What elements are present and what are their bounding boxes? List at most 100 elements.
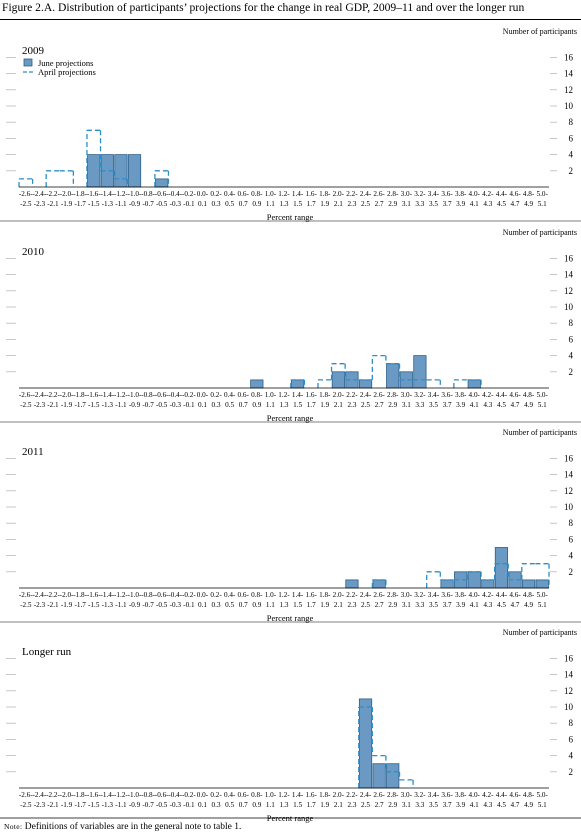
x-tick-label-bottom: -0.9 <box>129 601 141 609</box>
x-tick-label-bottom: 4.9 <box>524 200 533 208</box>
x-tick-label-top: 2.8- <box>387 391 399 399</box>
x-tick-label-bottom: 5.1 <box>538 200 547 208</box>
x-tick-label-top: 3.2- <box>414 791 426 799</box>
x-tick-label-bottom: 4.9 <box>524 801 533 809</box>
y-tick-label: 6 <box>569 734 574 744</box>
x-tick-label-bottom: 4.9 <box>524 601 533 609</box>
x-tick-label-bottom: 3.1 <box>402 200 411 208</box>
y-tick-label: 4 <box>569 551 574 561</box>
y-tick-label: 6 <box>569 133 574 143</box>
june-bar <box>155 178 169 188</box>
june-bar <box>87 154 101 188</box>
x-tick-label-top: 3.8- <box>455 591 467 599</box>
x-tick-label-top: 1.8- <box>319 791 331 799</box>
panel-title: 2011 <box>22 446 44 458</box>
x-tick-label-top: 4.8- <box>523 791 535 799</box>
x-tick-label-bottom: -0.7 <box>142 601 154 609</box>
y-tick-label: 12 <box>564 286 573 296</box>
x-tick-label-bottom: 2.7 <box>375 200 384 208</box>
june-bar <box>358 698 373 789</box>
x-tick-label-top: -1.0- <box>128 391 142 399</box>
x-tick-label-top: 2.8- <box>387 591 399 599</box>
x-tick-label-bottom: 3.7 <box>443 801 452 809</box>
x-tick-label-bottom: 4.3 <box>483 401 492 409</box>
x-tick-label-bottom: -0.7 <box>142 401 154 409</box>
x-tick-label-bottom: 4.7 <box>511 401 520 409</box>
x-tick-label-top: -1.6- <box>87 791 101 799</box>
y-tick-label: 2 <box>569 567 574 577</box>
june-bar <box>358 379 373 389</box>
y-tick-label: 4 <box>569 150 574 160</box>
x-tick-label-top: 0.4- <box>224 190 236 198</box>
x-tick-label-top: -0.6- <box>155 791 169 799</box>
x-tick-label-bottom: 2.5 <box>361 200 370 208</box>
x-tick-label-bottom: -1.3 <box>102 401 114 409</box>
x-tick-label-top: -2.6- <box>19 391 33 399</box>
x-tick-label-bottom: 1.1 <box>266 200 275 208</box>
x-tick-label-top: 1.0- <box>265 190 277 198</box>
x-tick-label-bottom: 4.9 <box>524 401 533 409</box>
april-outline <box>358 706 414 788</box>
x-axis-title: Percent range <box>267 212 314 222</box>
june-bar <box>467 379 481 389</box>
x-tick-label-bottom: -1.9 <box>61 801 73 809</box>
x-tick-label-top: 0.8- <box>251 391 263 399</box>
x-tick-label-top: -1.4- <box>100 791 114 799</box>
x-tick-label-bottom: 4.1 <box>470 200 479 208</box>
x-tick-label-top: 3.2- <box>414 591 426 599</box>
x-tick-label-bottom: 1.3 <box>280 200 289 208</box>
x-tick-label-bottom: 1.9 <box>320 801 329 809</box>
x-tick-label-bottom: 3.1 <box>402 401 411 409</box>
x-tick-label-bottom: -0.1 <box>183 200 195 208</box>
x-tick-label-top: -2.2- <box>46 190 60 198</box>
x-tick-label-bottom: 1.7 <box>307 200 316 208</box>
y-tick-label: 12 <box>564 85 573 95</box>
y-axis-title: Number of participants <box>503 228 577 237</box>
x-tick-label-bottom: 4.3 <box>483 601 492 609</box>
june-bar <box>331 371 345 389</box>
x-tick-label-bottom: 3.1 <box>402 601 411 609</box>
x-tick-label-top: 1.6- <box>305 791 317 799</box>
y-tick-label: 6 <box>569 334 574 344</box>
june-bar <box>250 379 264 389</box>
x-tick-label-bottom: 3.7 <box>443 401 452 409</box>
x-tick-label-top: 0.2- <box>210 391 222 399</box>
x-tick-label-top: 5.0- <box>537 791 549 799</box>
y-tick-label: 16 <box>564 253 574 263</box>
x-tick-label-top: 3.2- <box>414 190 426 198</box>
june-bar <box>535 579 549 589</box>
x-tick-label-top: 4.0- <box>469 591 481 599</box>
x-tick-label-bottom: 5.1 <box>538 401 547 409</box>
x-tick-label-top: 3.6- <box>441 591 453 599</box>
x-tick-label-bottom: 2.9 <box>388 401 397 409</box>
x-tick-label-top: -0.4- <box>168 391 182 399</box>
x-tick-label-top: -2.0- <box>60 190 74 198</box>
x-tick-label-bottom: -1.1 <box>115 200 127 208</box>
x-tick-label-bottom: 0.9 <box>252 601 261 609</box>
x-tick-label-top: 2.8- <box>387 791 399 799</box>
x-tick-label-bottom: 1.3 <box>280 801 289 809</box>
x-tick-label-top: 0.4- <box>224 591 236 599</box>
x-tick-label-top: 0.6- <box>238 591 250 599</box>
x-tick-label-top: 2.4- <box>360 791 372 799</box>
x-tick-label-bottom: 0.7 <box>239 200 248 208</box>
x-tick-label-top: 2.2- <box>346 791 358 799</box>
june-bar <box>467 571 481 589</box>
x-tick-label-top: 0.2- <box>210 791 222 799</box>
y-tick-label: 6 <box>569 534 574 544</box>
chart-panel-3: Number of participants 2 4 6 8 10 12 14 16 Longer… <box>6 628 577 823</box>
x-tick-label-top: 0.4- <box>224 791 236 799</box>
x-tick-label-bottom: 0.1 <box>198 200 207 208</box>
x-tick-label-bottom: -1.3 <box>102 200 114 208</box>
x-tick-label-top: -2.2- <box>46 591 60 599</box>
x-tick-label-top: 4.2- <box>482 591 494 599</box>
x-tick-label-top: 3.6- <box>441 391 453 399</box>
x-tick-label-top: 1.8- <box>319 391 331 399</box>
x-tick-label-bottom: 1.7 <box>307 801 316 809</box>
x-tick-label-bottom: -2.1 <box>47 200 59 208</box>
x-tick-label-top: -1.2- <box>114 190 128 198</box>
footnote: Note: Definitions of variables are in th… <box>4 822 241 832</box>
x-axis-title: Percent range <box>267 613 314 623</box>
note-label: Note: <box>4 822 23 831</box>
x-tick-label-top: 2.6- <box>373 591 385 599</box>
